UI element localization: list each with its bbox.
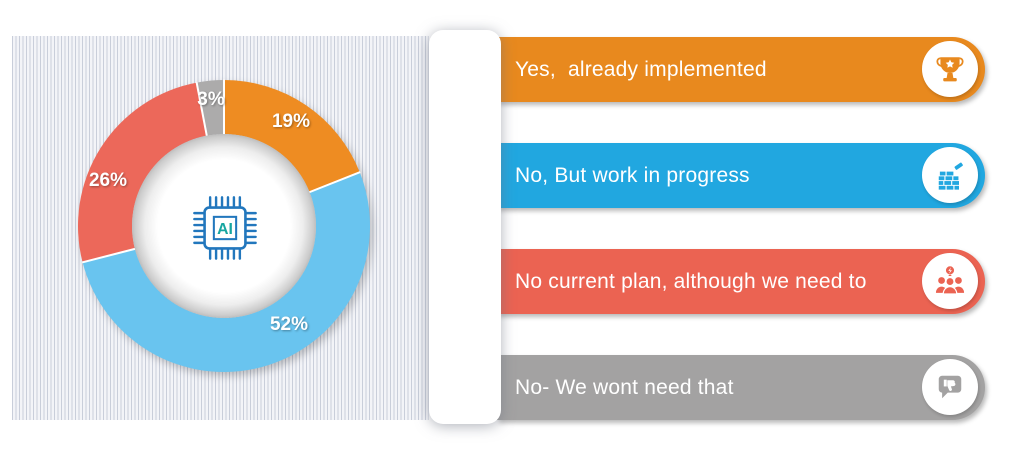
donut-slice (82, 172, 370, 372)
slice-separator (195, 81, 208, 137)
legend-bar-work-in-progress: No, But work in progress (497, 143, 985, 208)
ai-chip-icon: AI (193, 196, 257, 260)
badge-circle (922, 359, 978, 415)
legend-label: No, But work in progress (515, 163, 750, 187)
badge-circle (922, 41, 978, 97)
legend-label: No current plan, although we need to (515, 269, 867, 293)
legend-label: No- We wont need that (515, 375, 734, 399)
badge-circle (922, 253, 978, 309)
legend-bar-no-current-plan: No current plan, although we need to (497, 249, 985, 314)
donut-slice (196, 80, 224, 136)
chip-center-text: AI (217, 221, 233, 238)
slice-separator (81, 247, 137, 264)
donut-slice (77, 82, 207, 263)
legend-label: Yes, already implemented (515, 57, 767, 81)
white-divider-bar (429, 30, 501, 424)
team-lightbulb-icon (935, 266, 965, 295)
slice-separator (308, 171, 361, 194)
trophy-icon (936, 57, 964, 82)
thumbs-down-bubble-icon (938, 375, 962, 399)
legend-bar-wont-need: No- We wont need that (497, 355, 985, 420)
badge-circle (922, 147, 978, 203)
legend-bar-yes-implemented: Yes, already implemented (497, 37, 985, 102)
brick-wall-trowel-icon (938, 162, 963, 190)
donut-slice (224, 80, 360, 193)
